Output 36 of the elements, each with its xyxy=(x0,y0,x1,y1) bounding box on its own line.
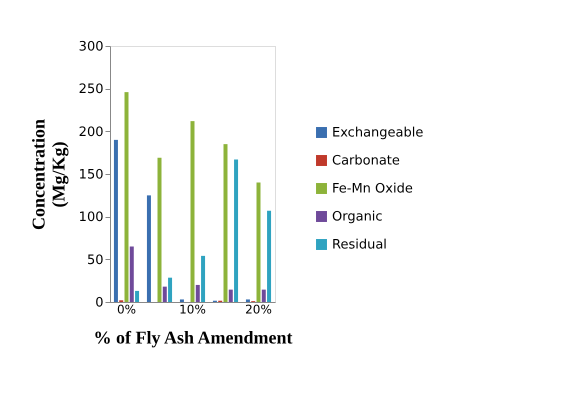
x-tick-label: 10% xyxy=(179,302,206,316)
y-tick-label: 200 xyxy=(78,124,104,140)
legend-label: Exchangeable xyxy=(332,126,424,140)
bar xyxy=(256,182,260,302)
legend-label: Fe-Mn Oxide xyxy=(332,182,413,196)
x-tick-label: 0% xyxy=(116,302,136,316)
bar xyxy=(224,144,228,302)
x-tick-label: 20% xyxy=(245,302,272,316)
bar xyxy=(262,290,266,302)
bar xyxy=(190,121,194,302)
bar xyxy=(130,246,134,302)
y-tick-label: 100 xyxy=(78,210,104,226)
bar xyxy=(114,140,118,302)
bar xyxy=(234,159,238,302)
bar xyxy=(196,284,200,302)
legend-label: Organic xyxy=(332,210,383,224)
bar xyxy=(267,210,272,302)
y-tick-label: 50 xyxy=(86,252,104,268)
bar xyxy=(158,158,162,302)
x-axis-title: % of Fly Ash Amendment xyxy=(93,328,293,348)
legend-label: Residual xyxy=(332,238,387,252)
bar xyxy=(246,299,250,302)
bar xyxy=(201,256,206,302)
bar xyxy=(135,290,140,302)
bar xyxy=(180,299,184,302)
bar xyxy=(146,195,151,302)
y-tick-label: 0 xyxy=(95,296,104,310)
bar xyxy=(124,92,128,302)
bar xyxy=(228,290,233,302)
legend-label: Carbonate xyxy=(332,154,400,168)
bar xyxy=(162,286,167,302)
y-tick-label: 300 xyxy=(78,40,104,54)
y-tick-label: 250 xyxy=(78,82,104,98)
y-axis-title: Concentration (Mg/Kg) xyxy=(28,119,69,230)
bar xyxy=(168,278,172,302)
y-tick-label: 150 xyxy=(78,168,104,182)
